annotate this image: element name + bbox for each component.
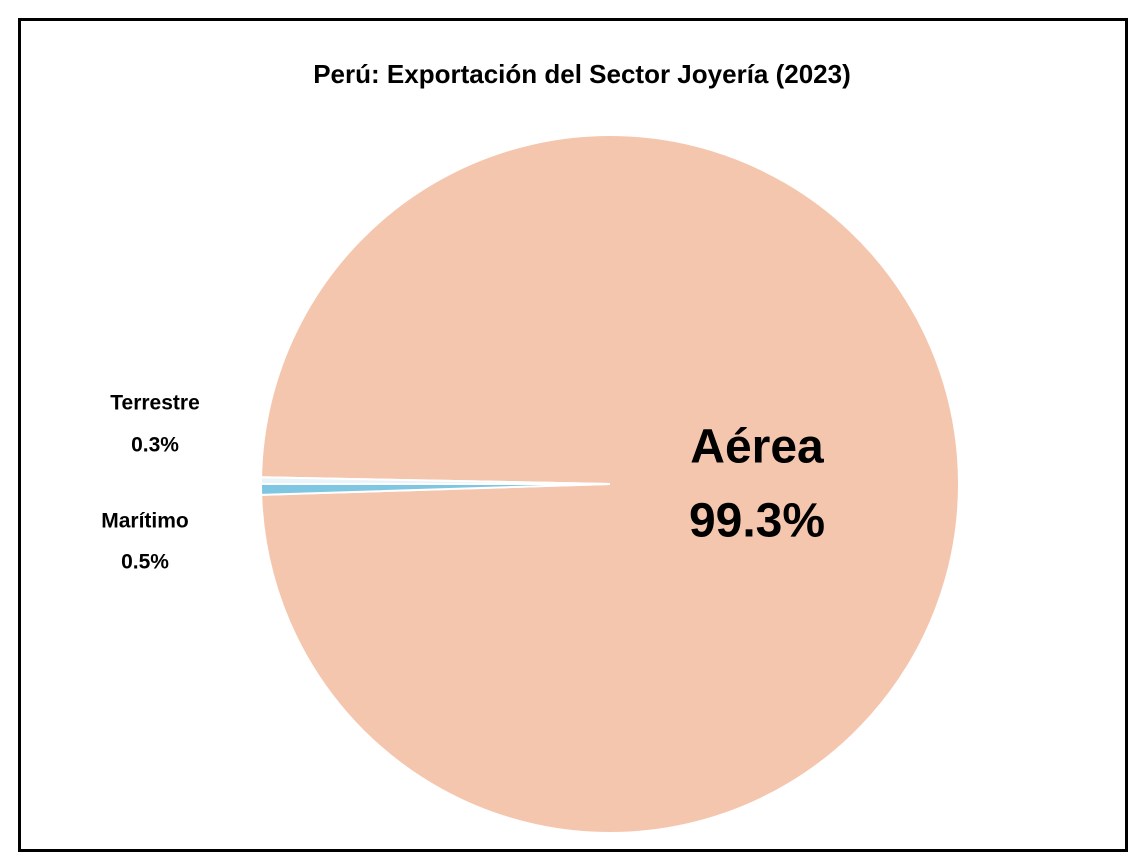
slice-value: 99.3% (689, 495, 825, 548)
slice-label: Aérea (690, 421, 824, 474)
slice-label: Marítimo (101, 510, 189, 533)
pie-slice (259, 476, 611, 485)
chart-title: Perú: Exportación del Sector Joyería (20… (313, 59, 851, 89)
slice-value: 0.5% (121, 551, 169, 574)
slice-label: Terrestre (110, 392, 200, 415)
slice-value: 0.3% (131, 434, 179, 457)
pie-slice (260, 133, 960, 834)
